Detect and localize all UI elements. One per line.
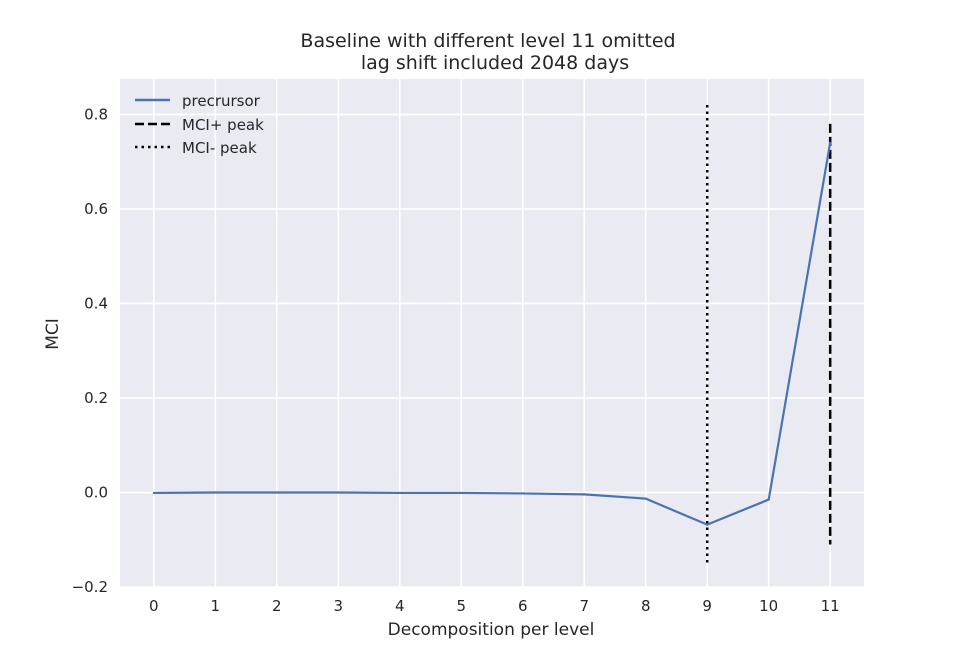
- y-tick-label: 0.2: [84, 389, 108, 407]
- data-point: [337, 491, 340, 494]
- legend-label-precursor: precrursor: [182, 92, 261, 110]
- data-point: [152, 491, 155, 495]
- data-point: [829, 141, 832, 144]
- data-point: [214, 491, 217, 494]
- series-line-precursor: [153, 142, 832, 526]
- x-tick-label: 4: [395, 597, 405, 615]
- data-point: [460, 491, 463, 495]
- x-tick-label: 2: [272, 597, 282, 615]
- data-point: [706, 523, 709, 526]
- legend: precrursor MCI+ peak MCI- peak: [135, 92, 264, 157]
- data-point: [398, 491, 401, 495]
- y-tick-label: 0.6: [84, 200, 108, 218]
- chart-title-line2: lag shift included 2048 days: [361, 52, 629, 74]
- chart-title-line1: Baseline with different level 11 omitted: [300, 30, 675, 52]
- x-tick-label: 1: [211, 597, 221, 615]
- data-point: [583, 493, 586, 496]
- x-tick-label: 5: [456, 597, 466, 615]
- data-point: [767, 498, 770, 501]
- tick-labels: 0 1 2 3 4 5 6 7 8 9 10 11 −0.2 0.0 0.2 0.4 0.6 0.8: [72, 105, 840, 615]
- x-tick-label: 0: [149, 597, 159, 615]
- plot-background: [120, 79, 864, 587]
- y-axis-label: MCI: [43, 318, 63, 350]
- y-tick-label: −0.2: [72, 578, 108, 596]
- x-tick-label: 11: [821, 597, 840, 615]
- data-layer: [152, 104, 832, 566]
- y-tick-label: 0.4: [84, 294, 108, 312]
- x-tick-label: 6: [518, 597, 528, 615]
- x-tick-label: 9: [702, 597, 712, 615]
- data-point: [644, 497, 647, 500]
- x-tick-label: 3: [334, 597, 344, 615]
- legend-label-mci-minus-peak: MCI- peak: [182, 139, 257, 157]
- data-point: [521, 492, 524, 495]
- y-tick-label: 0.8: [84, 105, 108, 123]
- y-tick-label: 0.0: [84, 483, 108, 501]
- x-tick-label: 8: [641, 597, 651, 615]
- data-point: [275, 491, 278, 494]
- legend-label-mci-plus-peak: MCI+ peak: [182, 116, 264, 134]
- x-tick-label: 10: [759, 597, 778, 615]
- x-tick-label: 7: [579, 597, 589, 615]
- x-axis-label: Decomposition per level: [388, 620, 595, 640]
